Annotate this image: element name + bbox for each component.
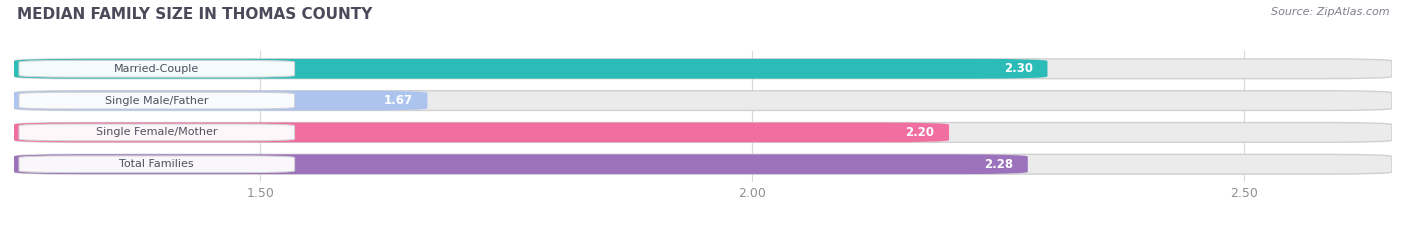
FancyBboxPatch shape <box>14 154 1028 174</box>
FancyBboxPatch shape <box>18 92 294 109</box>
Text: 2.20: 2.20 <box>905 126 935 139</box>
FancyBboxPatch shape <box>14 123 949 142</box>
FancyBboxPatch shape <box>14 91 427 110</box>
FancyBboxPatch shape <box>18 124 294 141</box>
FancyBboxPatch shape <box>14 59 1392 79</box>
FancyBboxPatch shape <box>14 123 1392 142</box>
FancyBboxPatch shape <box>14 154 1392 174</box>
Text: MEDIAN FAMILY SIZE IN THOMAS COUNTY: MEDIAN FAMILY SIZE IN THOMAS COUNTY <box>17 7 373 22</box>
Text: Single Female/Mother: Single Female/Mother <box>96 127 218 137</box>
FancyBboxPatch shape <box>18 60 294 77</box>
FancyBboxPatch shape <box>18 156 294 173</box>
Text: Single Male/Father: Single Male/Father <box>105 96 208 106</box>
FancyBboxPatch shape <box>14 91 1392 110</box>
Text: Total Families: Total Families <box>120 159 194 169</box>
Text: Married-Couple: Married-Couple <box>114 64 200 74</box>
Text: 2.28: 2.28 <box>984 158 1012 171</box>
FancyBboxPatch shape <box>14 59 1047 79</box>
Text: Source: ZipAtlas.com: Source: ZipAtlas.com <box>1271 7 1389 17</box>
Text: 2.30: 2.30 <box>1004 62 1032 75</box>
Text: 1.67: 1.67 <box>384 94 412 107</box>
